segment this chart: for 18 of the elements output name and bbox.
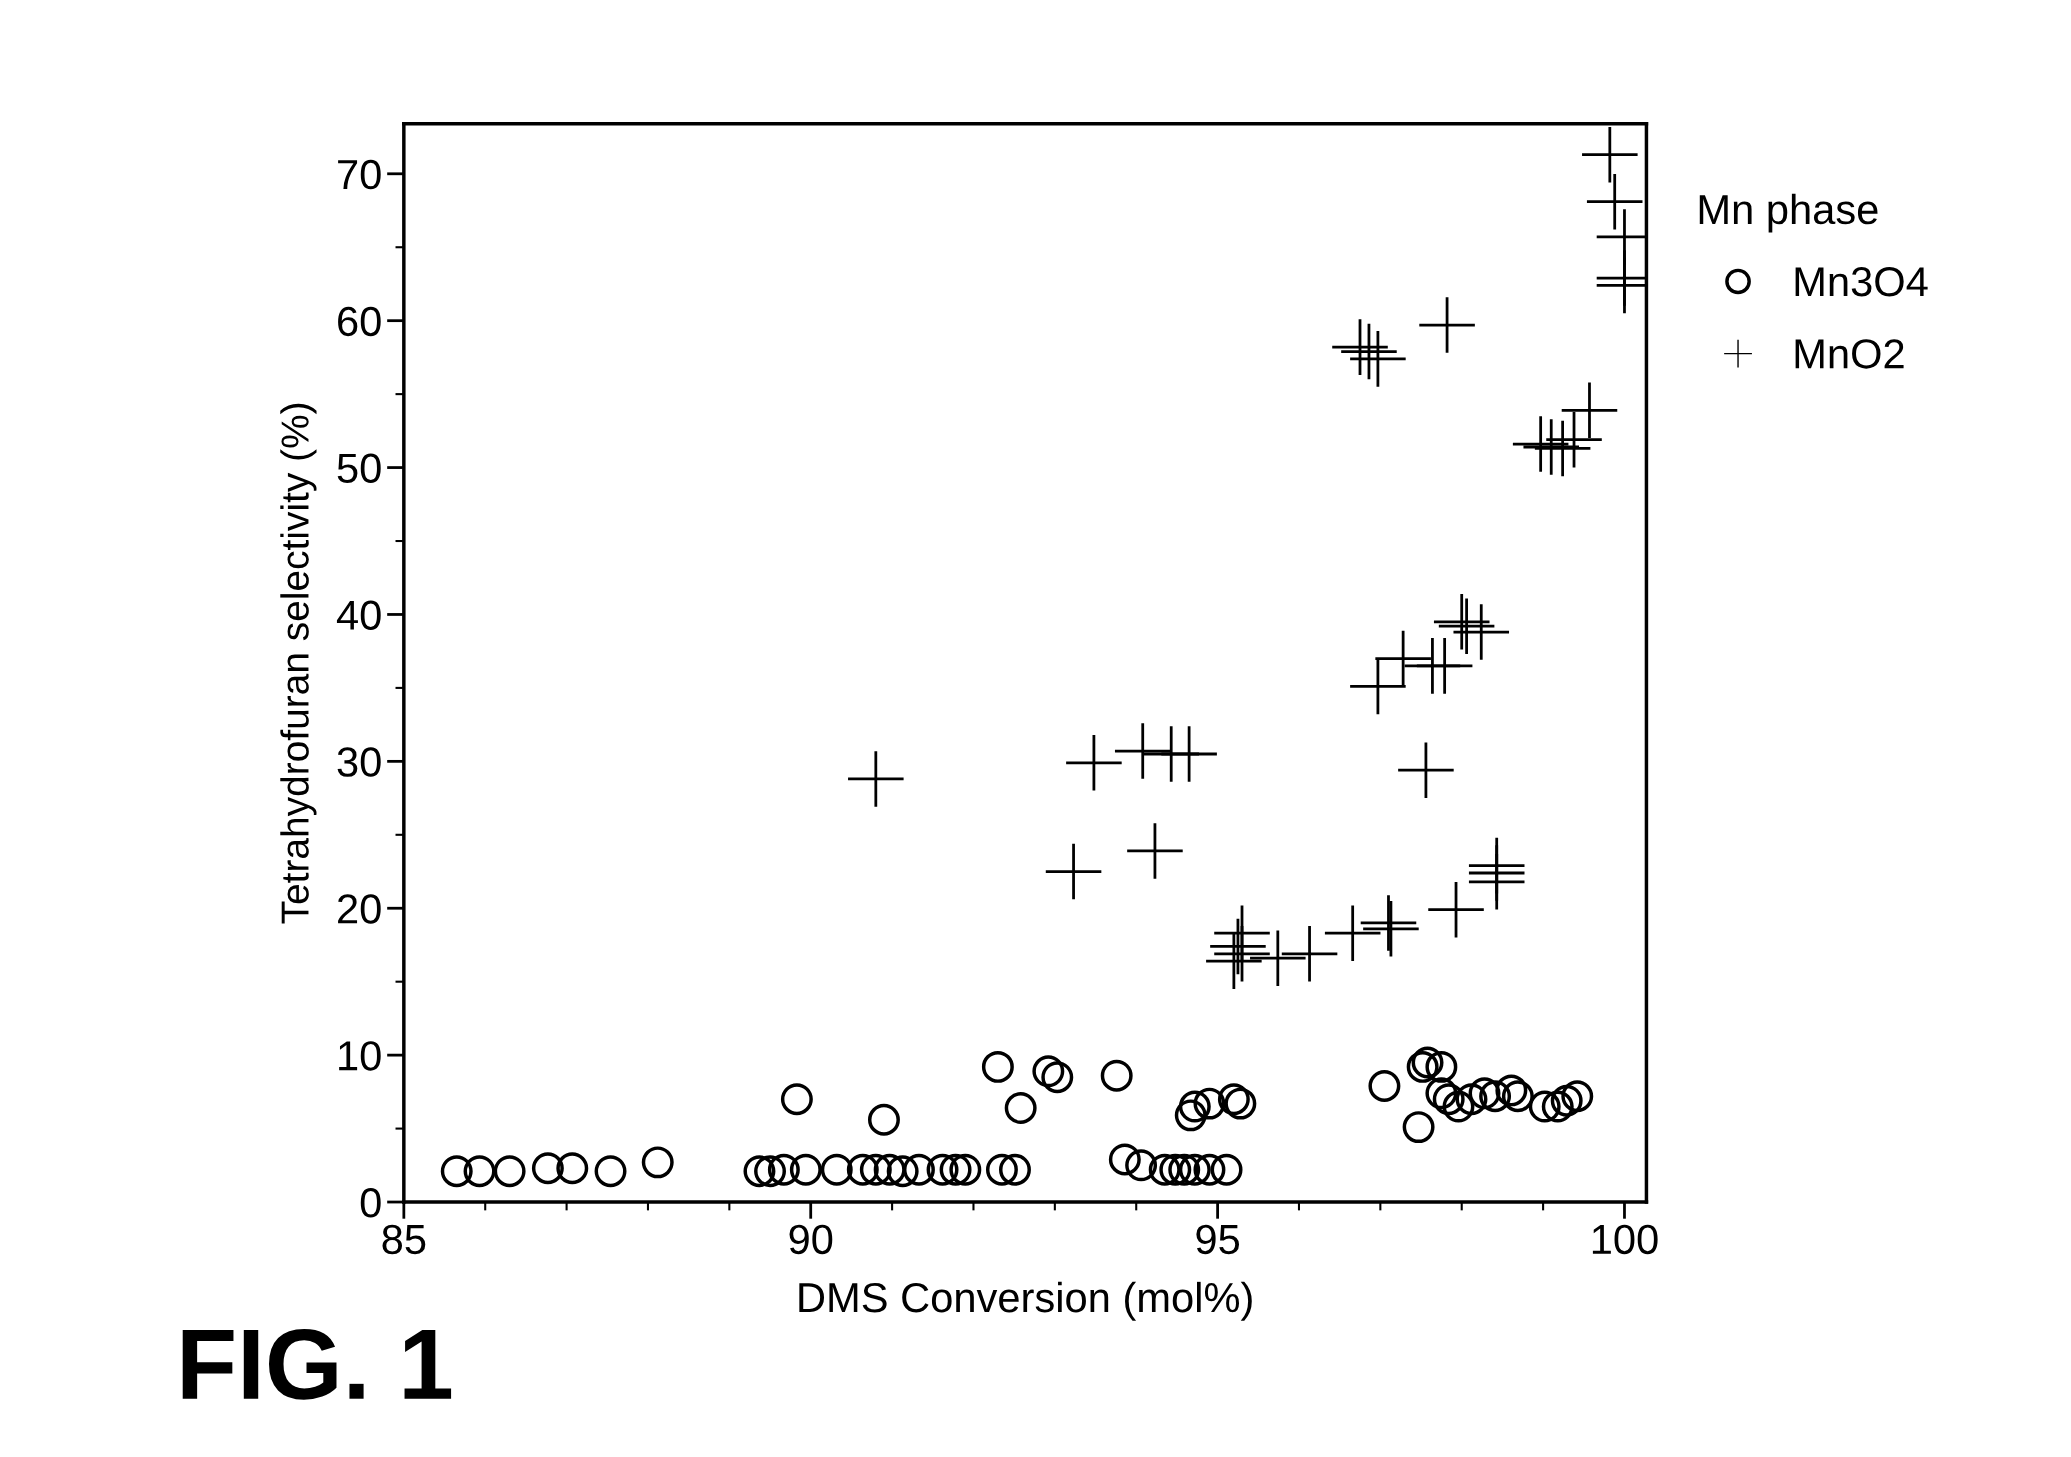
x-tick-label: 95 [1196, 1224, 1240, 1255]
y-tick-label: 60 [338, 306, 381, 337]
y-axis-title: Tetrahydrofuran selectivity (%) [280, 403, 317, 924]
x-tick-label: 85 [382, 1224, 426, 1255]
y-tick-label: 30 [337, 747, 381, 777]
y-tick-label: 50 [337, 453, 381, 484]
y-tick-label: 70 [338, 159, 381, 190]
y-tick-label: 20 [338, 894, 381, 924]
caption: FIG. 1 [182, 1328, 452, 1400]
x-axis-title: DMS Conversion (mol%) [799, 1281, 1252, 1321]
x-tick-label: 100 [1592, 1224, 1658, 1255]
legend-title: Mn phase [1699, 193, 1878, 233]
legend-label: Mn3O4 [1795, 266, 1928, 297]
y-tick-label: 0 [360, 1188, 381, 1218]
y-tick-label: 40 [336, 600, 381, 630]
y-tick-label: 10 [339, 1041, 381, 1071]
x-tick-label: 90 [789, 1224, 833, 1255]
legend-label: MnO2 [1795, 339, 1904, 369]
